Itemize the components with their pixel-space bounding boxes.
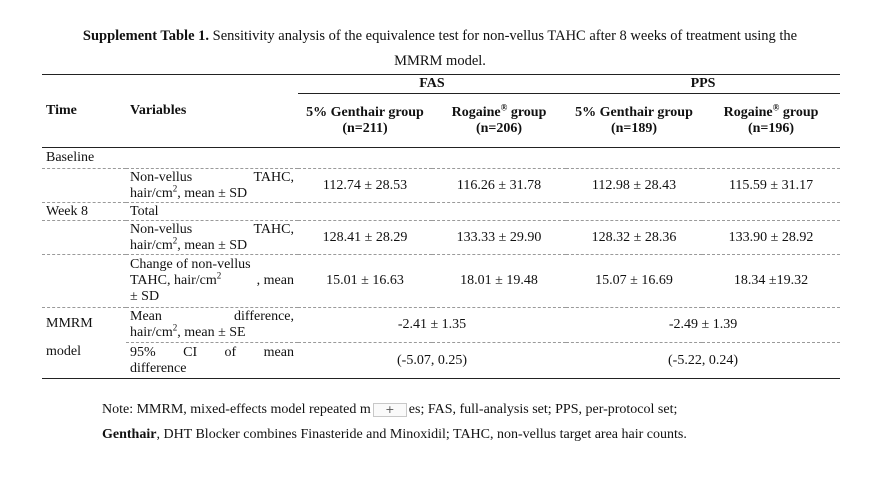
- row-baseline-tahc: Non-vellus TAHC, hair/cm2, mean ± SD 112.…: [42, 168, 841, 203]
- note-text-2: es; FAS, full-analysis set; PPS, per-pro…: [408, 402, 678, 417]
- value-cell: 112.98 ± 28.43: [591, 177, 677, 193]
- title-label: Supplement Table 1.: [82, 28, 210, 44]
- header-row-1: Time Variables FAS PPS: [42, 74, 841, 118]
- value-cell: 15.01 ± 16.63: [326, 273, 404, 288]
- value-cell: 115.59 ± 31.17: [728, 177, 814, 193]
- col-pps: PPS: [566, 74, 841, 94]
- value-cell: -2.41 ± 1.35: [397, 317, 467, 332]
- time-week8: Week 8: [46, 203, 89, 219]
- value-cell: (-5.07, 0.25): [397, 352, 467, 368]
- table-note: Note: MMRM, mixed-effects model repeated…: [102, 397, 792, 447]
- col-rogaine-pps: Rogaine® group (n=196): [723, 101, 819, 136]
- time-baseline: Baseline: [46, 150, 95, 165]
- col-genthair-fas: 5% Genthair group (n=211): [306, 104, 424, 136]
- col-genthair-pps: 5% Genthair group (n=189): [575, 104, 693, 136]
- value-cell: 128.32 ± 28.36: [591, 229, 677, 245]
- row-baseline-label: Baseline: [42, 147, 841, 169]
- var-change: Change of non-vellus TAHC, hair/cm2, mea…: [130, 257, 294, 304]
- note-text-1: Note: MMRM, mixed-effects model repeated…: [102, 402, 371, 417]
- var-total: Total: [130, 203, 159, 219]
- value-cell: 18.01 ± 19.48: [460, 273, 538, 288]
- col-variables: Variables: [130, 103, 187, 118]
- row-mmrm-diff: MMRM model Mean difference, hair/cm2, mean…: [42, 307, 841, 359]
- row-week8-tahc: Non-vellus TAHC, hair/cm2, mean ± SD 128.…: [42, 220, 841, 255]
- var-tahc-week8: Non-vellus TAHC, hair/cm2, mean ± SD: [130, 221, 294, 253]
- table-title: Supplement Table 1. Sensitivity analysis…: [60, 24, 820, 74]
- value-cell: (-5.22, 0.24): [668, 352, 739, 368]
- col-fas: FAS: [298, 74, 567, 94]
- value-cell: 133.90 ± 28.92: [728, 229, 814, 245]
- value-cell: 15.07 ± 16.69: [595, 273, 673, 288]
- value-cell: 112.74 ± 28.53: [322, 177, 408, 193]
- var-tahc-baseline: Non-vellus TAHC, hair/cm2, mean ± SD: [130, 169, 294, 201]
- expand-plus-button[interactable]: +: [372, 402, 407, 417]
- note-text-3: , DHT Blocker combines Finasteride and M…: [156, 427, 687, 442]
- header-row-2: 5% Genthair group (n=211) Rogaine® group…: [42, 94, 840, 148]
- var-ci: 95% CI of mean difference: [130, 344, 294, 376]
- col-time: Time: [46, 103, 77, 118]
- time-mmrm: MMRM model: [46, 316, 93, 359]
- value-cell: 116.26 ± 31.78: [456, 177, 542, 193]
- row-week8-total: Week 8 Total: [42, 202, 841, 221]
- col-rogaine-fas: Rogaine® group (n=206): [451, 101, 547, 136]
- note-bold: Genthair: [102, 427, 157, 442]
- title-text: Sensitivity analysis of the equivalence …: [209, 28, 798, 69]
- var-mean-diff: Mean difference, hair/cm2, mean ± SE: [130, 309, 294, 340]
- value-cell: -2.49 ± 1.39: [668, 317, 738, 332]
- row-week8-change: Change of non-vellus TAHC, hair/cm2, mea…: [42, 254, 841, 308]
- sensitivity-table: Time Variables FAS PPS 5% Genthair group…: [42, 74, 841, 379]
- row-mmrm-ci: 95% CI of mean difference (-5.07, 0.25) (-5…: [42, 342, 841, 379]
- value-cell: 133.33 ± 29.90: [456, 229, 542, 245]
- value-cell: 18.34 ±19.32: [733, 273, 809, 288]
- value-cell: 128.41 ± 28.29: [322, 229, 408, 245]
